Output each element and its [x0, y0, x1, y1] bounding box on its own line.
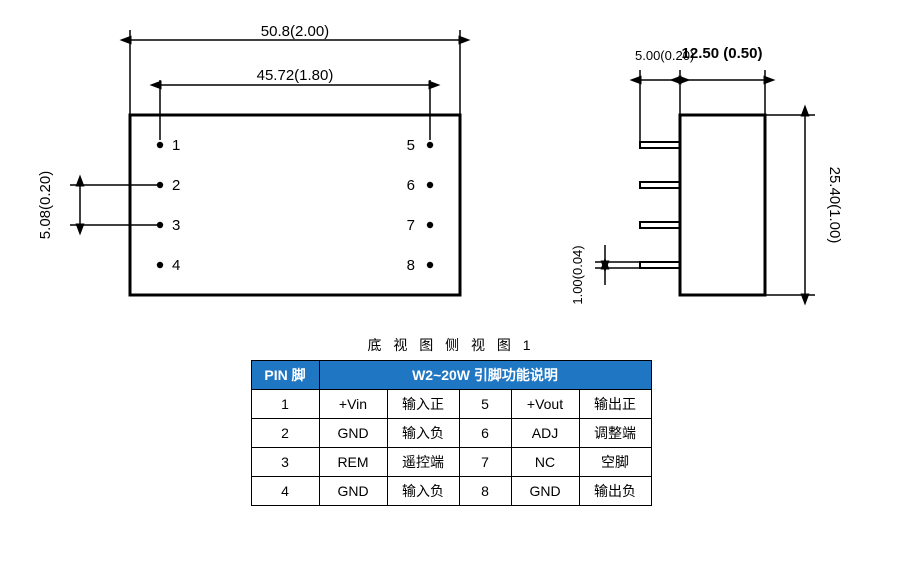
table-cell: 空脚	[579, 448, 651, 477]
side-view-diagram: 5.00(0.20) 12.50 (0.50) 25.40(1.00) 1.00…	[540, 20, 880, 320]
table-cell: +Vout	[511, 390, 579, 419]
side-pin	[640, 262, 680, 268]
pin-label: 3	[172, 217, 180, 234]
bottom-view-diagram: 1 2 3 4 5 6 7 8 50.8(2.00) 45.7	[20, 20, 520, 320]
table-cell: 输入正	[387, 390, 459, 419]
table-cell: 6	[459, 419, 511, 448]
table-cell: NC	[511, 448, 579, 477]
pin-dot	[427, 222, 433, 228]
table-cell: 8	[459, 477, 511, 506]
header-pin: PIN 脚	[251, 361, 319, 390]
table-cell: 4	[251, 477, 319, 506]
pin-label: 6	[407, 177, 415, 194]
dim-label: 5.08(0.20)	[37, 171, 54, 239]
pin-label: 2	[172, 177, 180, 194]
table-cell: GND	[319, 477, 387, 506]
dim-label: 12.50 (0.50)	[682, 45, 763, 62]
table-row: 3REM遥控端7NC空脚	[251, 448, 651, 477]
pin-dot	[157, 142, 163, 148]
dim-label: 25.40(1.00)	[826, 167, 843, 244]
pin-table: PIN 脚 W2~20W 引脚功能说明 1+Vin输入正5+Vout输出正2GN…	[251, 360, 652, 506]
pin-label: 8	[407, 257, 415, 274]
table-cell: 输入负	[387, 419, 459, 448]
table-cell: 输入负	[387, 477, 459, 506]
figure-caption: 底 视 图 侧 视 图 1	[20, 335, 882, 355]
pin-dot	[157, 262, 163, 268]
pin-label: 5	[407, 137, 415, 154]
table-cell: +Vin	[319, 390, 387, 419]
pin-label: 4	[172, 257, 180, 274]
pin-dot	[427, 182, 433, 188]
table-cell: 1	[251, 390, 319, 419]
table-cell: ADJ	[511, 419, 579, 448]
table-cell: 调整端	[579, 419, 651, 448]
header-desc: W2~20W 引脚功能说明	[319, 361, 651, 390]
table-row: 4GND输入负8GND输出负	[251, 477, 651, 506]
table-row: 1+Vin输入正5+Vout输出正	[251, 390, 651, 419]
table-cell: GND	[511, 477, 579, 506]
module-side-outline	[680, 115, 765, 295]
pin-dot	[427, 262, 433, 268]
table-cell: 5	[459, 390, 511, 419]
side-pin	[640, 142, 680, 148]
table-cell: 7	[459, 448, 511, 477]
pin-label: 1	[172, 137, 180, 154]
table-cell: 遥控端	[387, 448, 459, 477]
side-view-svg: 5.00(0.20) 12.50 (0.50) 25.40(1.00) 1.00…	[540, 20, 880, 320]
dim-label: 1.00(0.04)	[570, 245, 585, 304]
table-cell: 3	[251, 448, 319, 477]
table-cell: REM	[319, 448, 387, 477]
side-pin	[640, 182, 680, 188]
pin-label: 7	[407, 217, 415, 234]
side-pin	[640, 222, 680, 228]
pin-dot	[427, 142, 433, 148]
table-row: 2GND输入负6ADJ调整端	[251, 419, 651, 448]
dim-label: 45.72(1.80)	[257, 67, 334, 84]
table-cell: 输出正	[579, 390, 651, 419]
dim-label: 50.8(2.00)	[261, 23, 329, 40]
table-cell: GND	[319, 419, 387, 448]
table-header-row: PIN 脚 W2~20W 引脚功能说明	[251, 361, 651, 390]
table-cell: 输出负	[579, 477, 651, 506]
bottom-view-svg: 1 2 3 4 5 6 7 8 50.8(2.00) 45.7	[20, 20, 520, 320]
table-cell: 2	[251, 419, 319, 448]
diagrams-row: 1 2 3 4 5 6 7 8 50.8(2.00) 45.7	[20, 20, 882, 320]
